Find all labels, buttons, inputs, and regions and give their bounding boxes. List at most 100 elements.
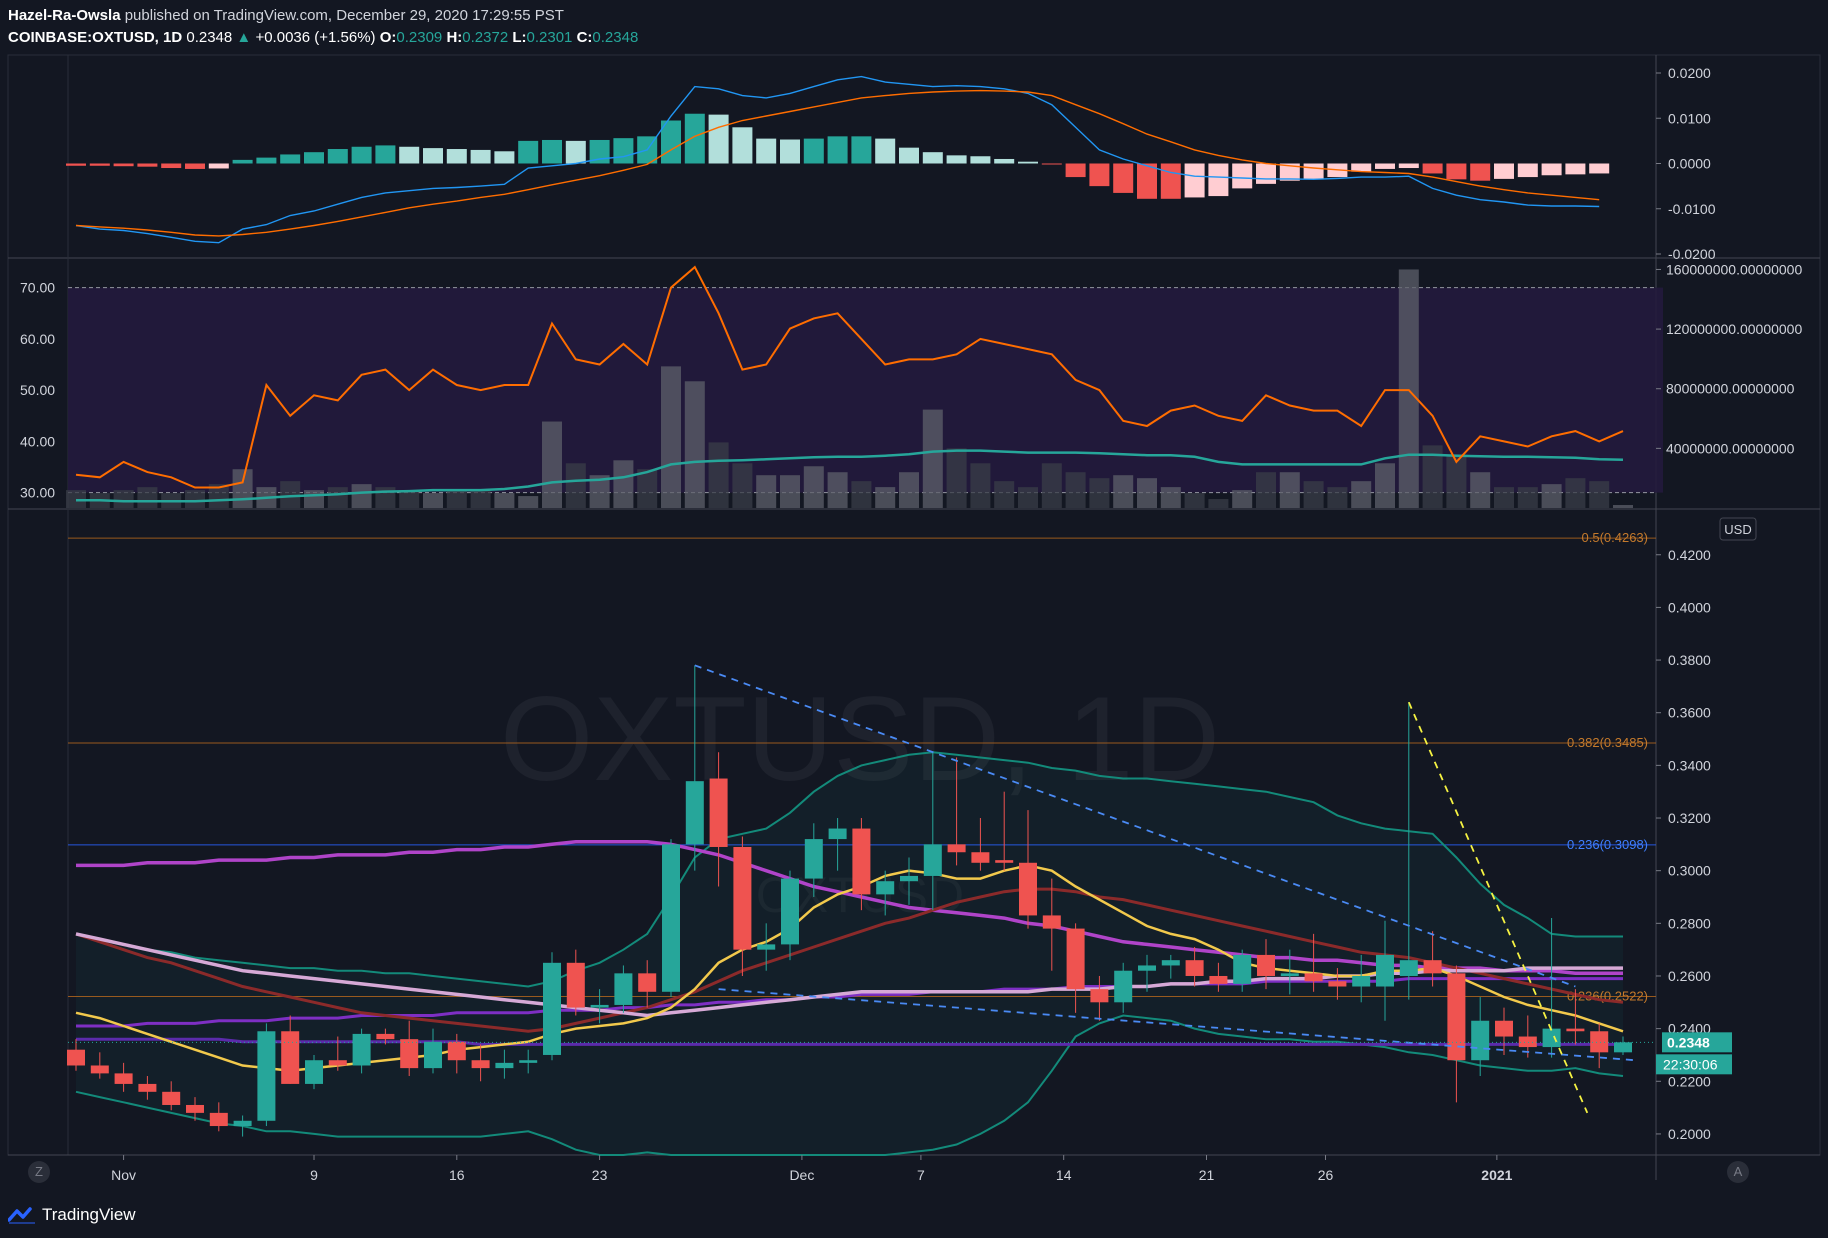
candle-body [1447, 973, 1466, 1061]
candle-body [1471, 1020, 1490, 1061]
time-tick-label: Nov [111, 1167, 136, 1183]
volume-bar [232, 469, 253, 508]
macd-histogram-bar [185, 163, 205, 169]
price-change: +0.0036 (+1.56%) [255, 29, 376, 46]
candle-body [804, 839, 823, 879]
macd-histogram-bar [827, 136, 848, 164]
macd-histogram-bar [375, 145, 396, 164]
price-tick-label: 0.4000 [1668, 599, 1711, 615]
macd-histogram-bar [89, 163, 110, 166]
open-value: 0.2309 [396, 29, 443, 46]
tradingview-brand[interactable]: TradingView [8, 1205, 136, 1225]
macd-histogram-bar [756, 138, 777, 164]
auto-scale-button[interactable]: A [1727, 1161, 1749, 1183]
macd-histogram-bar [423, 148, 443, 164]
trendline [718, 988, 1635, 1062]
volume-bar [732, 463, 753, 508]
macd-histogram-bar [256, 157, 277, 164]
volume-bar [280, 481, 301, 508]
candle-body [138, 1083, 157, 1092]
macd-histogram-bar [1398, 163, 1419, 169]
price-tick-label: 0.3800 [1668, 652, 1711, 668]
macd-histogram-bar [232, 159, 253, 164]
volume-bar [970, 463, 991, 508]
macd-histogram-bar [66, 163, 86, 166]
rsi-ma-line [76, 449, 1624, 503]
last-price-badge: 0.2348 [1667, 1034, 1710, 1050]
macd-histogram-bar [970, 156, 991, 164]
macd-histogram-bar [1256, 163, 1276, 184]
candle-body [709, 778, 728, 847]
volume-bar [542, 421, 562, 508]
currency-badge[interactable]: USD [1724, 522, 1751, 537]
macd-histogram-bar [684, 113, 705, 164]
price-tick-label: 0.2800 [1668, 915, 1711, 931]
candle-body [495, 1062, 514, 1069]
volume-bar [399, 490, 420, 508]
candle-body [1590, 1031, 1609, 1053]
candle-body [1185, 960, 1204, 976]
volume-bar [1541, 484, 1562, 508]
macd-tick-label: 0.0100 [1668, 110, 1711, 126]
volume-bar [1279, 472, 1300, 508]
volume-bar [565, 463, 586, 508]
candle-body [424, 1041, 442, 1069]
moving-average-violet [76, 1037, 1623, 1046]
volume-bar [446, 490, 467, 508]
macd-histogram-bar [351, 146, 372, 164]
macd-histogram-bar [304, 152, 324, 164]
trendline [1407, 701, 1589, 1114]
candle-body [1161, 960, 1180, 966]
macd-line [75, 75, 1600, 244]
volume-bar [1303, 481, 1324, 508]
macd-histogram-bar [542, 139, 562, 164]
volume-bar [1113, 475, 1134, 508]
symbol-name[interactable]: COINBASE:OXTUSD, 1D [8, 29, 183, 46]
candle-body [662, 844, 680, 992]
candle-body [257, 1031, 276, 1121]
bollinger-band-fill [76, 752, 1623, 1155]
candle-body [781, 878, 799, 945]
macd-histogram-bar [1113, 163, 1134, 193]
currency-badge-box[interactable] [1719, 517, 1757, 541]
candle-body [1423, 960, 1442, 974]
timezone-button[interactable]: Z [28, 1161, 50, 1183]
volume-bar [589, 475, 610, 508]
macd-histogram-bar [1541, 163, 1562, 176]
volume-bar [518, 496, 539, 508]
candle-body [67, 1049, 85, 1066]
candle-body [1495, 1020, 1513, 1037]
macd-histogram-bar [399, 146, 420, 164]
volume-bar [1565, 478, 1586, 508]
macd-histogram-bar [875, 138, 896, 164]
price-tick-label: 0.2000 [1668, 1126, 1711, 1142]
trendline [694, 664, 1576, 988]
macd-tick-label: -0.0200 [1668, 246, 1716, 262]
time-tick-label: 26 [1318, 1167, 1334, 1183]
price-tick-label: 0.3200 [1668, 810, 1711, 826]
volume-bar [1065, 472, 1086, 508]
macd-histogram-bar [1184, 163, 1205, 198]
time-tick-label: Dec [789, 1167, 814, 1183]
author-name[interactable]: Hazel-Ra-Owsla [8, 7, 121, 24]
macd-histogram-bar [1089, 163, 1110, 187]
volume-bar [875, 487, 896, 508]
candle-body [971, 852, 990, 863]
volume-bar [351, 484, 372, 508]
up-arrow-icon: ▲ [236, 29, 252, 46]
volume-bar [994, 481, 1015, 508]
moving-average-magenta [76, 839, 1623, 976]
macd-histogram-bar [327, 149, 348, 164]
macd-histogram-bar [113, 163, 134, 167]
volume-bar [1494, 487, 1514, 508]
fib-level-label: 0.5(0.4263) [1582, 530, 1649, 545]
candle-body [852, 828, 871, 895]
candle-body [566, 962, 585, 1008]
volume-bar [113, 490, 134, 508]
candle-body [1352, 975, 1371, 987]
candle-body [1019, 862, 1037, 916]
time-tick-label: 21 [1199, 1167, 1215, 1183]
macd-histogram-bar [613, 138, 634, 164]
volume-bar [613, 460, 634, 508]
